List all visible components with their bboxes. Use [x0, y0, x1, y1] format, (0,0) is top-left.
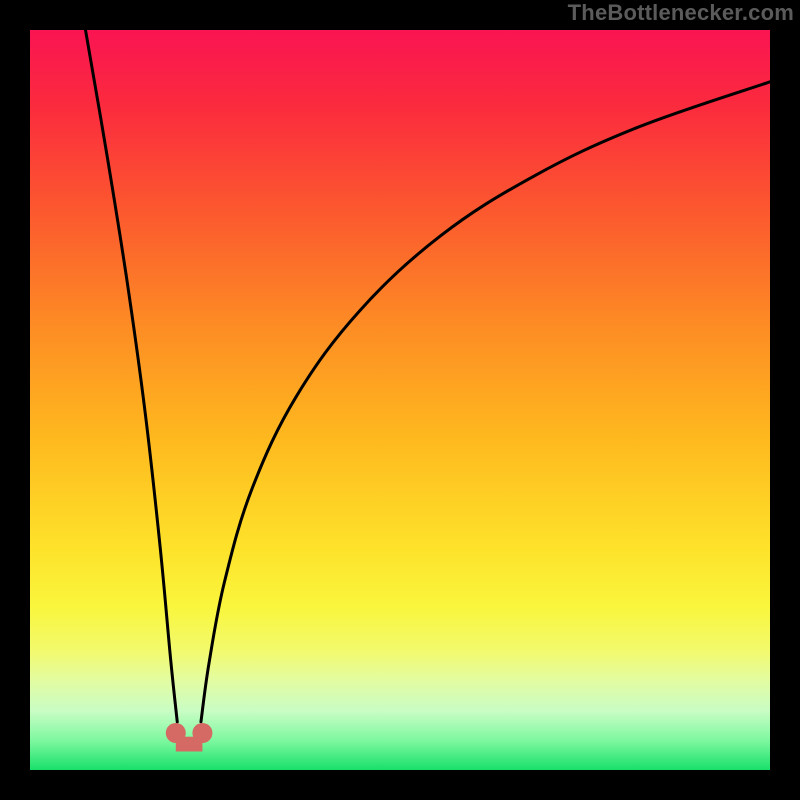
attribution-text: TheBottlenecker.com [568, 0, 794, 26]
valley-lobe-right [192, 723, 212, 743]
gradient-panel [30, 30, 770, 770]
valley-lobe-left [166, 723, 186, 743]
